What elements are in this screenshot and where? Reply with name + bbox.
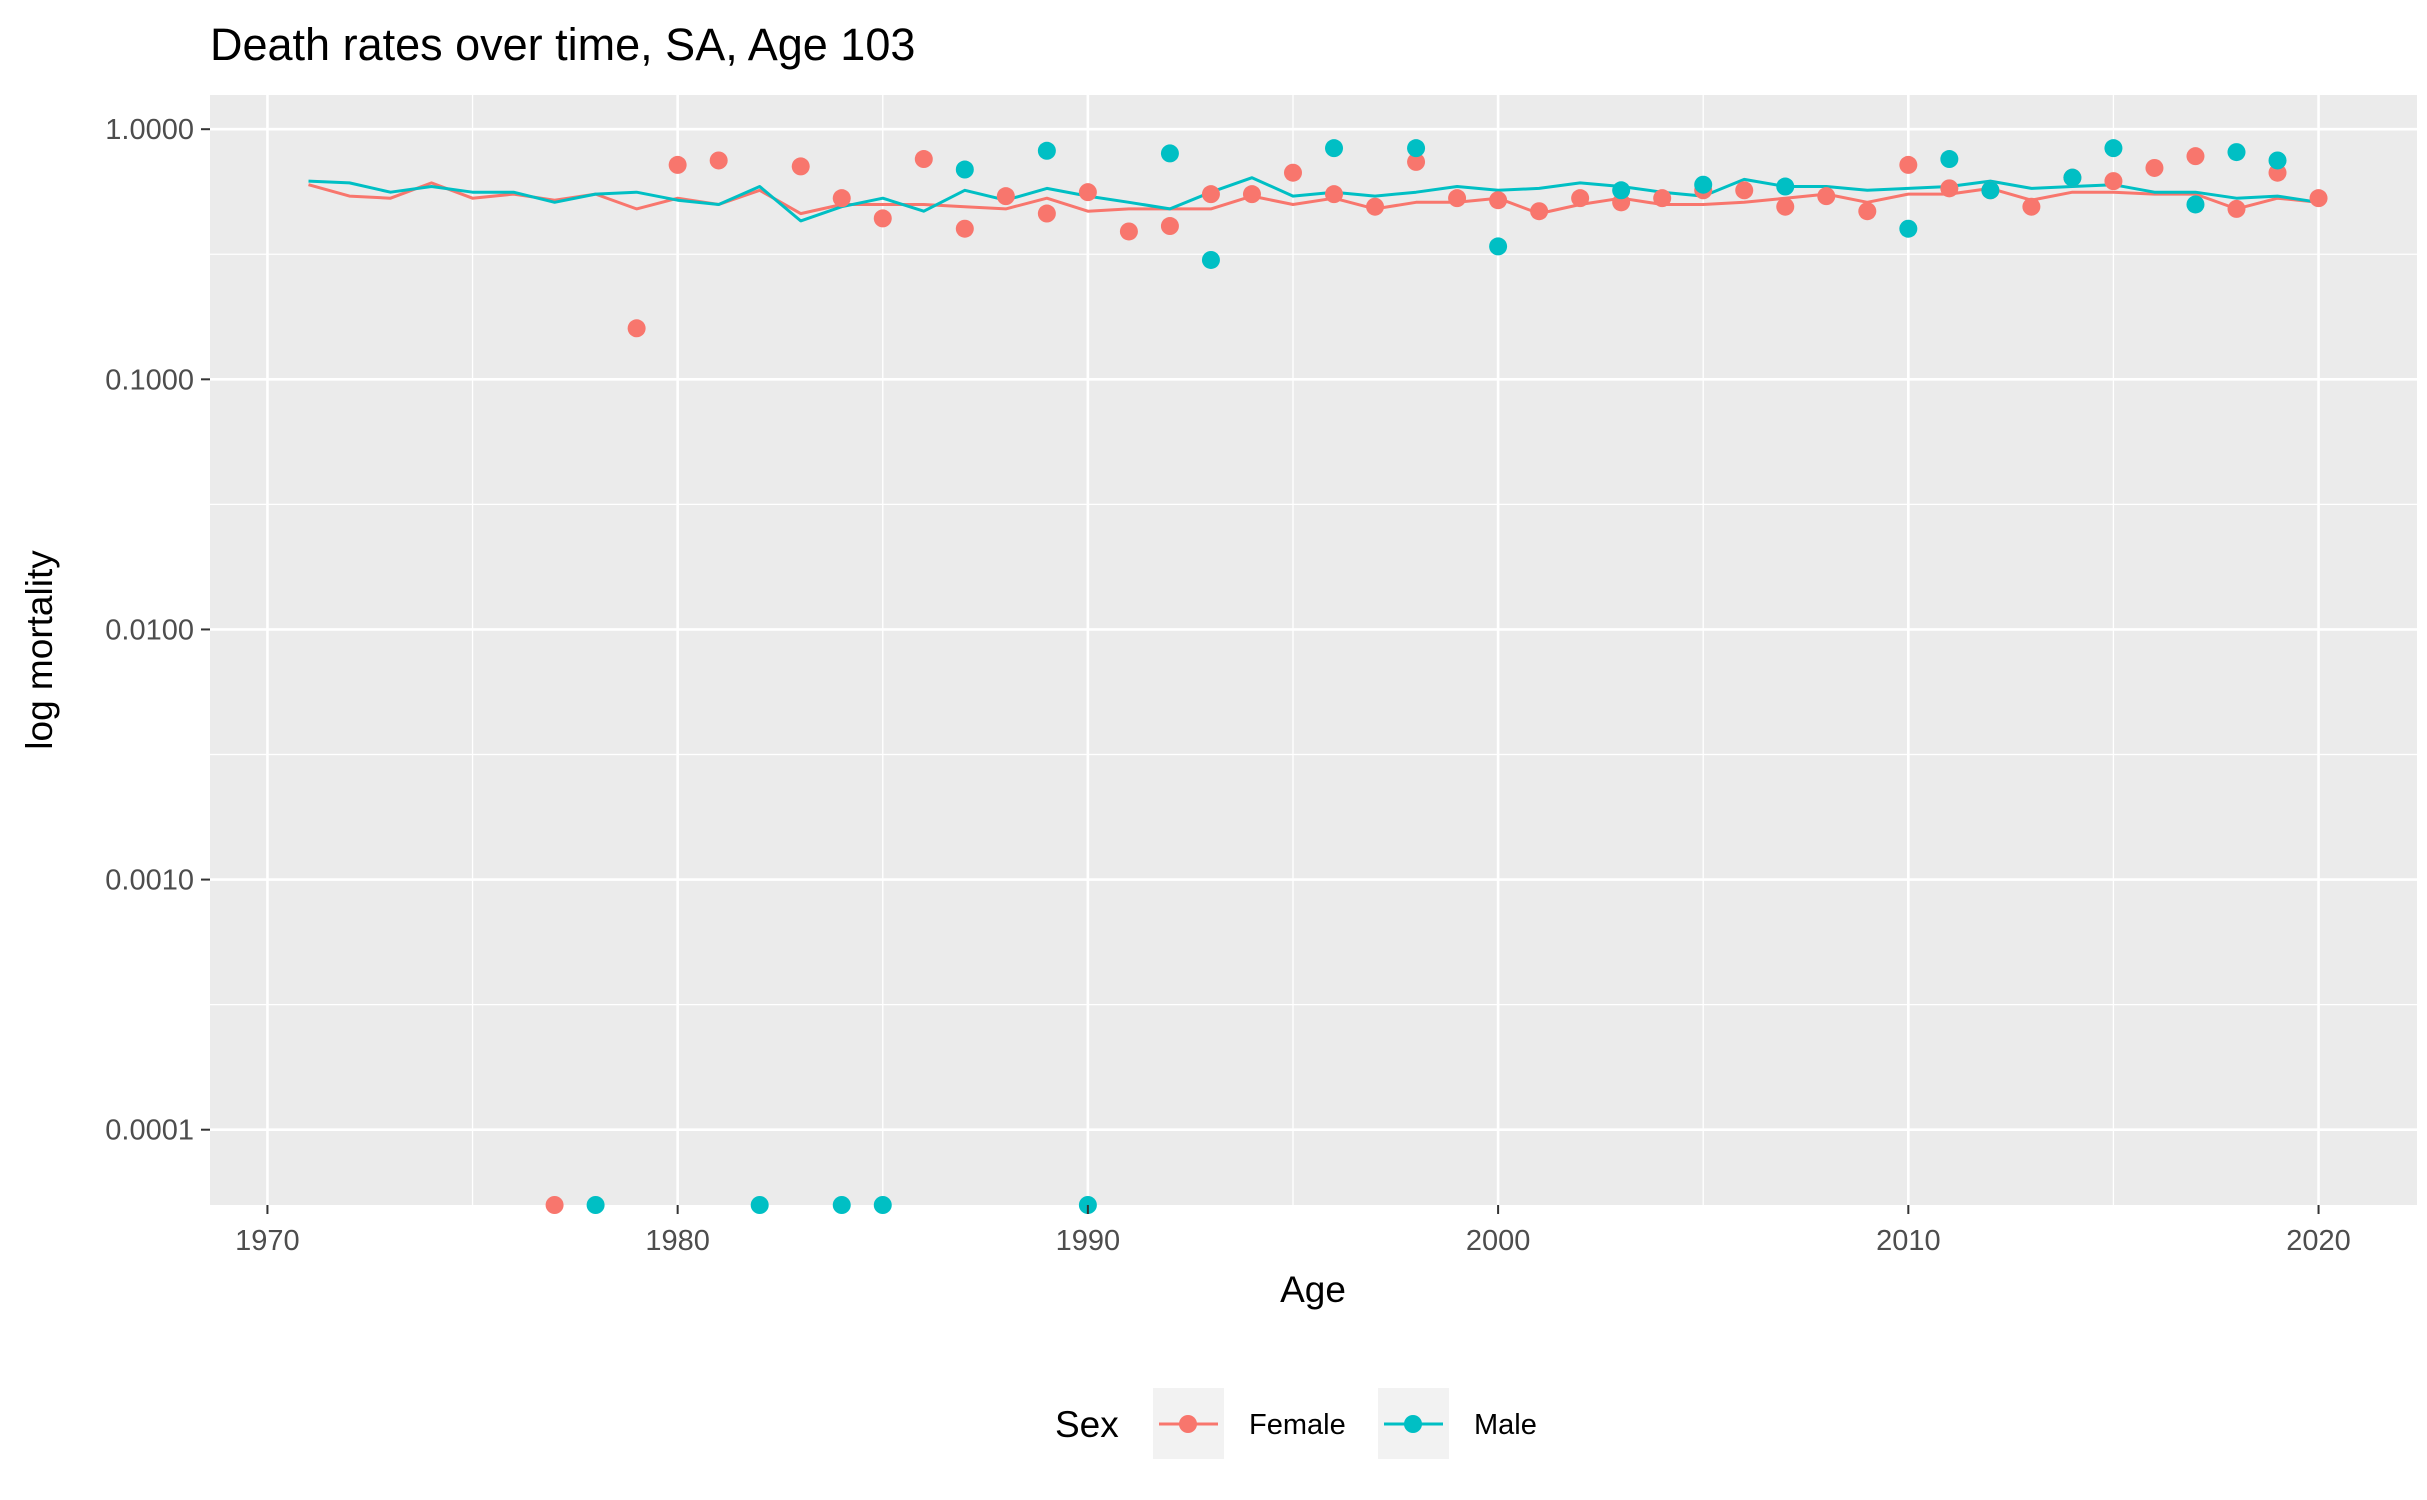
legend-title: Sex [1055, 1404, 1119, 1445]
chart-title: Death rates over time, SA, Age 103 [210, 19, 915, 70]
female-point [996, 187, 1015, 206]
x-tick-label: 2020 [2286, 1225, 2351, 1257]
male-point [1160, 144, 1179, 163]
male-point [2186, 195, 2205, 214]
male-point [832, 1196, 851, 1214]
female-point [2104, 172, 2123, 191]
y-tick-label: 1.0000 [105, 114, 194, 146]
y-axis: 0.0001 0.0010 0.0100 0.1000 1.0000 [105, 114, 210, 1147]
female-point [1242, 185, 1261, 204]
female-point [668, 155, 687, 174]
male-point [1776, 177, 1795, 196]
female-point [709, 151, 728, 170]
grid-minor [210, 95, 2417, 1205]
female-point [1119, 222, 1138, 241]
male-legend-label: Male [1474, 1409, 1537, 1441]
female-point [1037, 204, 1056, 223]
x-tick-label: 1990 [1056, 1225, 1121, 1257]
male-point [1899, 219, 1918, 238]
male-point [586, 1196, 605, 1214]
x-axis-title: Age [1280, 1269, 1346, 1310]
female-point [1325, 185, 1344, 204]
male-point [1201, 250, 1220, 269]
x-axis: 1970 1980 1990 2000 2010 2020 [235, 1205, 2351, 1257]
female-point [1201, 185, 1220, 204]
x-tick-label: 2010 [1876, 1225, 1941, 1257]
male-point [1489, 237, 1508, 256]
female-point [2227, 199, 2246, 218]
female-point [1448, 189, 1467, 208]
grid-major [210, 95, 2417, 1205]
female-point [1078, 183, 1097, 202]
male-point [1037, 141, 1056, 160]
female-point [1407, 152, 1426, 171]
male-point [1694, 175, 1713, 194]
female-point [1735, 181, 1754, 200]
female-point [914, 150, 933, 169]
female-point [955, 219, 974, 238]
male-point [1325, 139, 1344, 158]
female-point [1530, 202, 1549, 221]
x-tick-label: 1970 [235, 1225, 300, 1257]
female-point [1940, 179, 1959, 198]
female-point [1899, 155, 1918, 174]
series-points [545, 139, 2328, 1214]
male-point [1407, 139, 1426, 158]
y-tick-label: 0.1000 [105, 364, 194, 396]
female-point [832, 189, 851, 208]
male-point [873, 1196, 892, 1214]
y-tick-label: 0.0001 [105, 1115, 194, 1147]
male-point [750, 1196, 769, 1214]
male-legend-point [1404, 1415, 1422, 1433]
male-point [1981, 181, 2000, 200]
y-tick-label: 0.0100 [105, 614, 194, 646]
female-point [2145, 158, 2164, 177]
female-point [1283, 163, 1302, 182]
female-point [1858, 202, 1877, 221]
female-point [791, 157, 810, 176]
female-point [1817, 187, 1836, 206]
female-point [1366, 197, 1385, 216]
female-point [1653, 189, 1672, 208]
female-point [1776, 197, 1795, 216]
male-point [955, 160, 974, 179]
legend: Sex Female Male [1055, 1388, 1537, 1459]
female-point [2309, 189, 2328, 208]
x-tick-label: 1980 [645, 1225, 710, 1257]
female-point [873, 209, 892, 228]
male-point [1612, 181, 1631, 200]
male-point [1940, 150, 1959, 169]
y-axis-title: log mortality [19, 550, 60, 750]
female-point [2022, 197, 2041, 216]
x-tick-label: 2000 [1466, 1225, 1531, 1257]
female-point [1160, 217, 1179, 236]
male-line [308, 176, 2319, 223]
male-point [2268, 151, 2287, 170]
male-point [2104, 139, 2123, 158]
female-legend-point [1179, 1415, 1197, 1433]
male-point [2063, 168, 2082, 187]
female-point [1571, 189, 1590, 208]
y-tick-label: 0.0010 [105, 865, 194, 897]
male-point [2227, 143, 2246, 162]
female-point [1489, 191, 1508, 210]
female-point [2186, 147, 2205, 166]
female-legend-label: Female [1249, 1409, 1346, 1441]
female-point [545, 1196, 564, 1214]
female-point [627, 319, 646, 338]
plot-panel [210, 95, 2417, 1205]
